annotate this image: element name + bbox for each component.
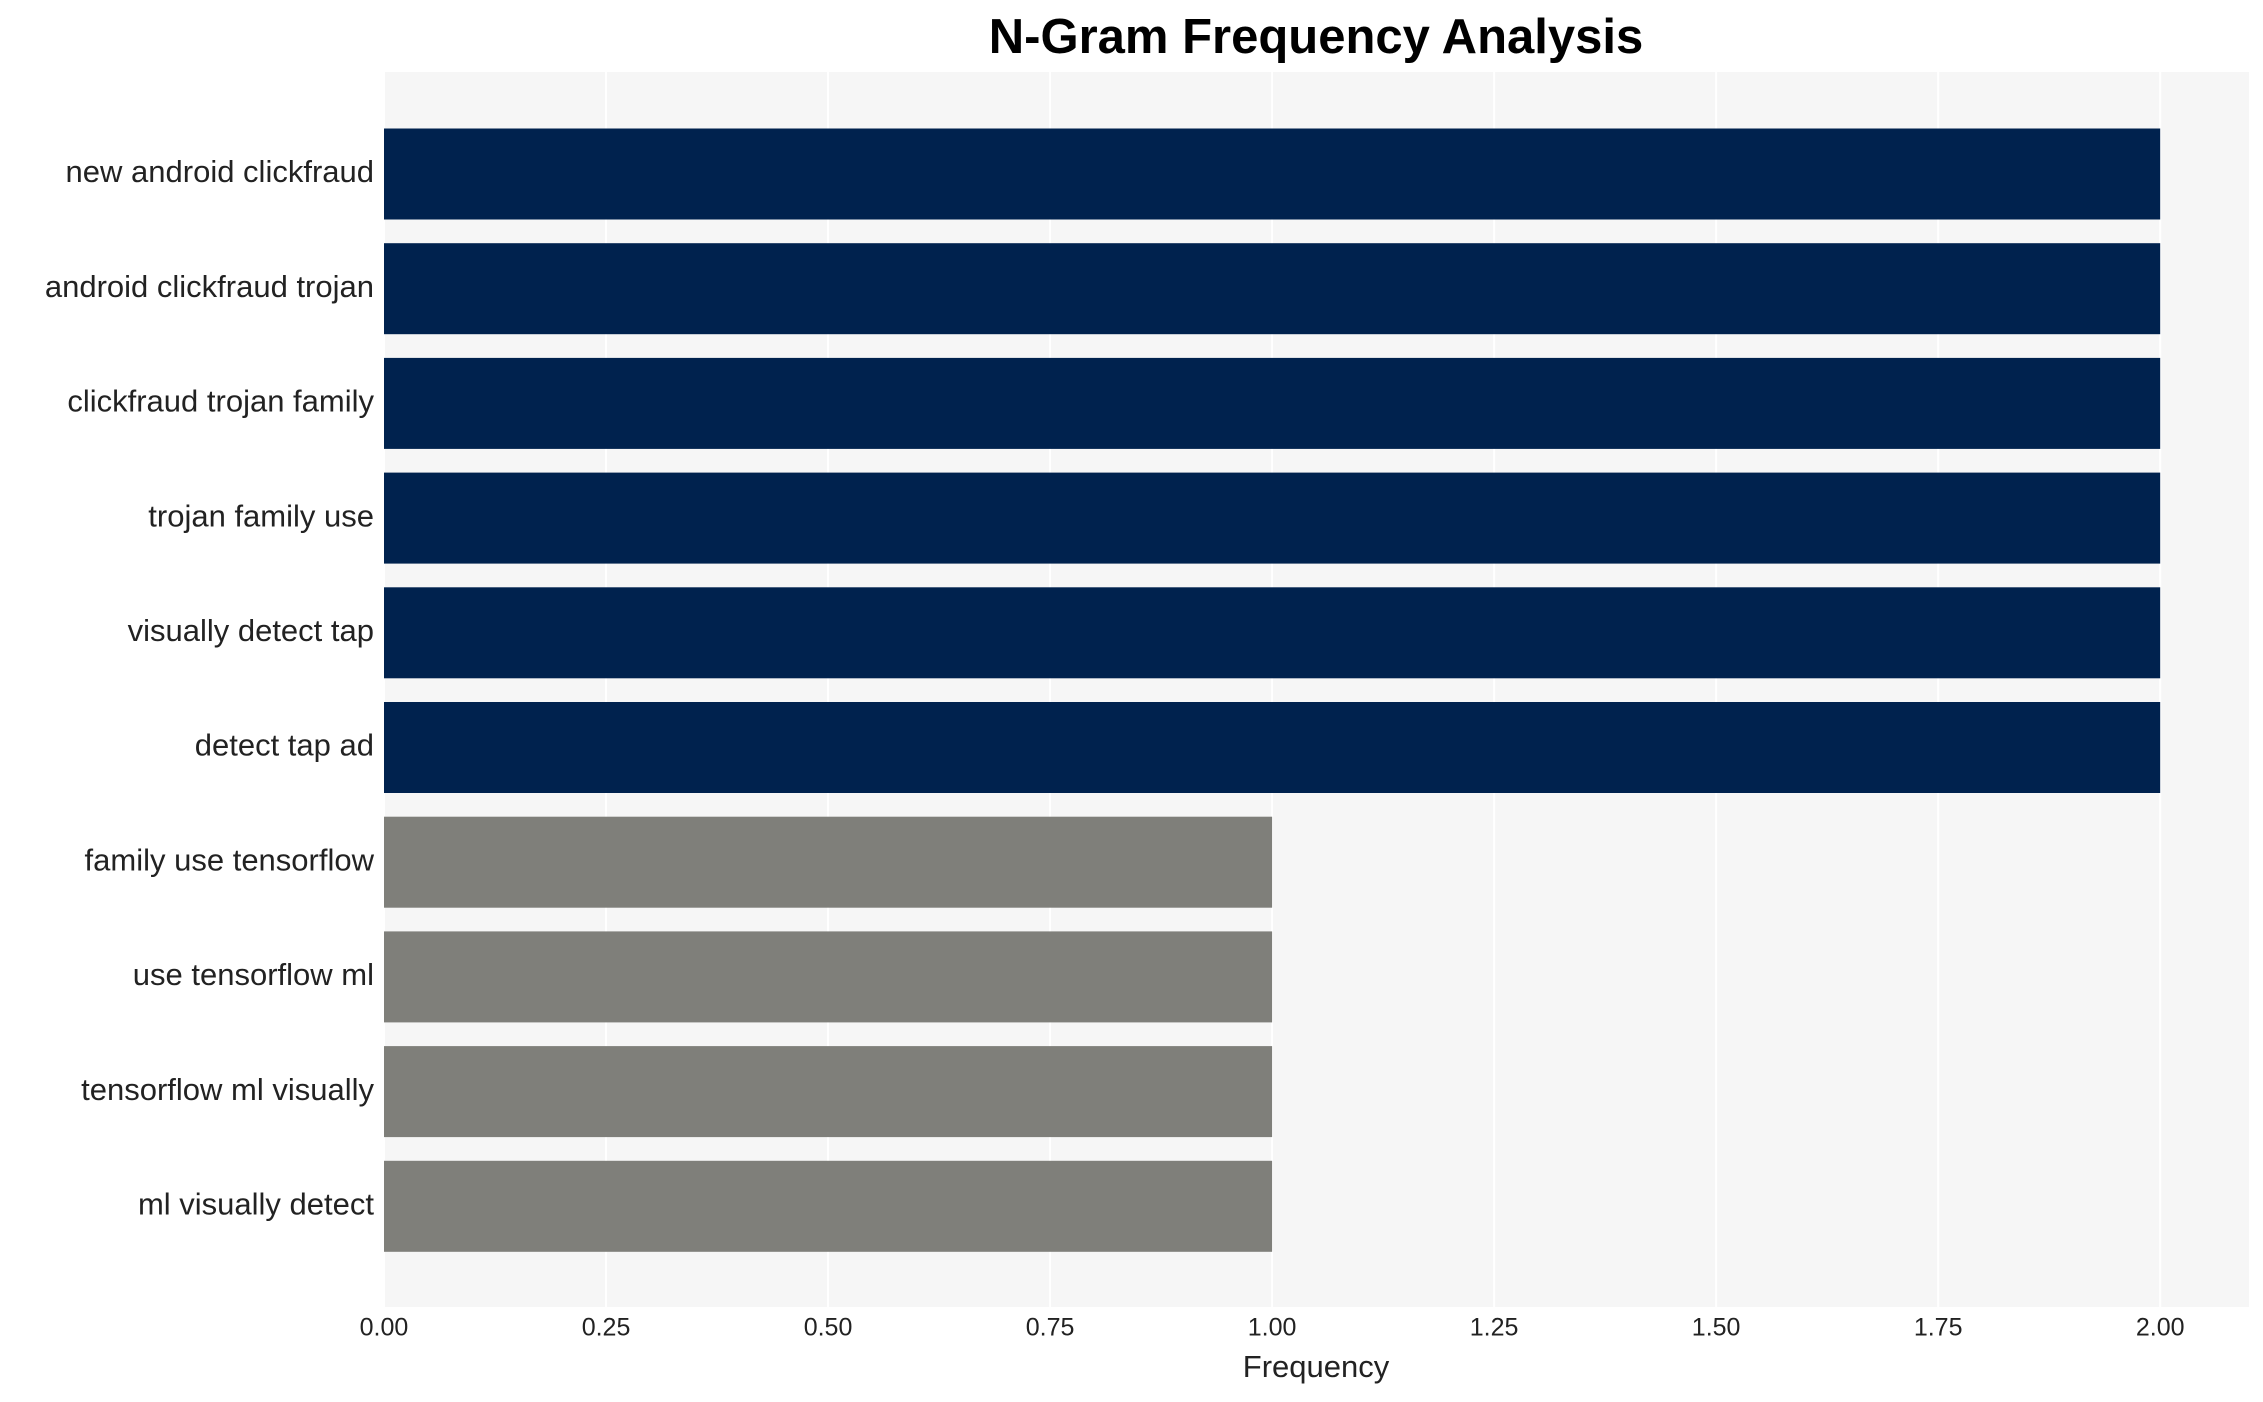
y-tick-label: new android clickfraud [66, 154, 374, 189]
bar [384, 357, 2161, 449]
x-axis-label: Frequency [1243, 1349, 1390, 1384]
x-tick-label: 1.00 [1248, 1314, 1297, 1342]
y-tick-label: ml visually detect [138, 1186, 374, 1221]
x-tick-label: 1.50 [1692, 1314, 1741, 1342]
y-tick-label: family use tensorflow [85, 842, 375, 877]
y-tick-label: clickfraud trojan family [67, 384, 374, 419]
bar [384, 1160, 1273, 1252]
bar [384, 243, 2161, 335]
x-tick-label: 0.75 [1026, 1314, 1075, 1342]
y-tick-label: use tensorflow ml [133, 957, 374, 992]
bar [384, 816, 1273, 908]
bar [384, 128, 2161, 220]
x-tick-label: 0.00 [360, 1314, 409, 1342]
y-tick-label: detect tap ad [195, 728, 374, 763]
x-tick-label: 0.25 [582, 1314, 631, 1342]
bar [384, 931, 1273, 1023]
x-tick-label: 0.50 [804, 1314, 853, 1342]
y-tick-label: visually detect tap [128, 613, 374, 648]
bar [384, 587, 2161, 679]
bar [384, 702, 2161, 793]
bar [384, 472, 2161, 564]
y-tick-label: tensorflow ml visually [81, 1072, 374, 1107]
y-tick-label: android clickfraud trojan [45, 269, 374, 304]
x-tick-label: 1.25 [1470, 1314, 1519, 1342]
bar [384, 1046, 1273, 1138]
chart-title: N-Gram Frequency Analysis [989, 10, 1643, 64]
x-tick-label: 1.75 [1914, 1314, 1963, 1342]
y-tick-label: trojan family use [148, 498, 374, 533]
x-tick-label: 2.00 [2136, 1314, 2185, 1342]
